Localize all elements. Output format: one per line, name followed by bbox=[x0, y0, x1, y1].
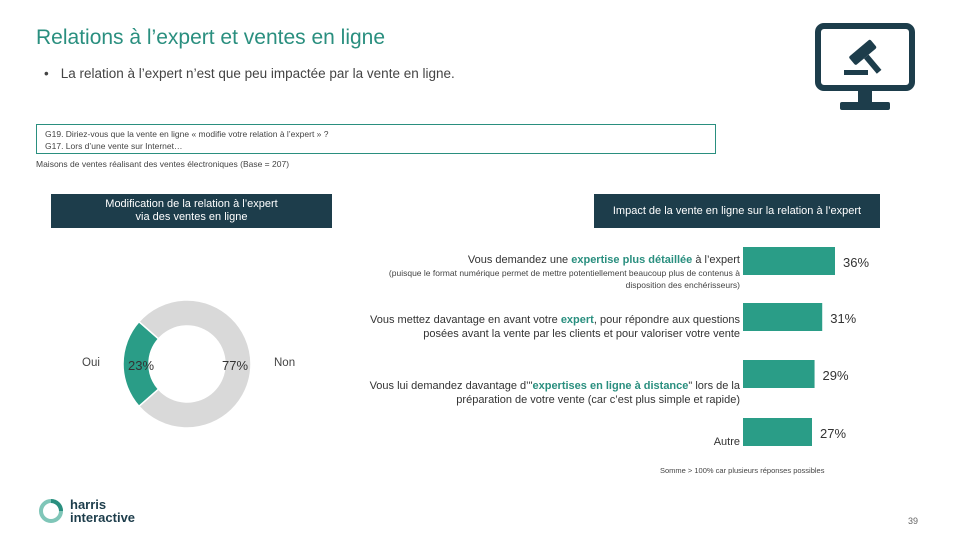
harris-logo: harris interactive bbox=[38, 498, 135, 524]
bar-label: Vous lui demandez davantage d’"expertise… bbox=[340, 379, 740, 407]
donut-slice-oui bbox=[122, 320, 160, 408]
bar-label: Vous mettez davantage en avant votre exp… bbox=[360, 313, 740, 341]
question-box: G19. Diriez-vous que la vente en ligne «… bbox=[36, 124, 716, 154]
bar-value-label: 27% bbox=[820, 426, 846, 441]
bar-label-text: " lors de la préparation de votre vente … bbox=[456, 380, 740, 406]
logo-line-2: interactive bbox=[70, 510, 136, 525]
legend-oui: Oui bbox=[82, 357, 100, 369]
bar-label: Vous demandez une expertise plus détaill… bbox=[360, 253, 740, 291]
question-line: G19. Diriez-vous que la vente en ligne «… bbox=[45, 129, 329, 139]
page-number: 39 bbox=[908, 516, 919, 526]
bar-label-sub: (puisque le format numérique permet de m… bbox=[388, 268, 740, 290]
bar bbox=[743, 418, 812, 446]
bullet-point: • La relation à l’expert n’est que peu i… bbox=[44, 66, 455, 81]
bar-label-text: Vous mettez davantage en avant votre bbox=[370, 314, 561, 326]
donut-slice-non bbox=[137, 299, 252, 429]
footnote: Somme > 100% car plusieurs réponses poss… bbox=[660, 466, 825, 475]
base-text: Maisons de ventes réalisant des ventes é… bbox=[36, 159, 290, 169]
left-header-line: Modification de la relation à l’expert bbox=[105, 198, 278, 210]
bullet-icon: • bbox=[44, 66, 49, 81]
right-chart-header: Impact de la vente en ligne sur la relat… bbox=[594, 194, 880, 228]
bar bbox=[743, 247, 835, 275]
bullet-text: La relation à l’expert n’est que peu imp… bbox=[60, 66, 455, 81]
bar-label-text: Autre bbox=[713, 436, 740, 448]
bar-label-text: , pour répondre aux questions posées ava… bbox=[423, 314, 740, 340]
bar-value-label: 36% bbox=[843, 255, 869, 270]
legend-non: Non bbox=[274, 357, 296, 369]
bar-value-label: 29% bbox=[823, 368, 849, 383]
bar-value-label: 31% bbox=[830, 311, 856, 326]
donut-value-label: 23% bbox=[128, 358, 154, 373]
question-line: G17. Lors d’une vente sur Internet… bbox=[45, 141, 183, 151]
bar-label-text: à l’expert bbox=[692, 254, 740, 266]
page-title: Relations à l’expert et ventes en ligne bbox=[36, 26, 386, 49]
bar-label-highlight: expertise plus détaillée bbox=[571, 254, 693, 266]
bar-label: Autre bbox=[360, 435, 740, 449]
donut-value-label: 77% bbox=[222, 358, 248, 373]
auction-monitor-icon bbox=[815, 23, 915, 110]
bar-label-text: Vous demandez une bbox=[467, 254, 572, 266]
bar bbox=[743, 360, 815, 388]
left-chart-header: Modification de la relation à l’expert v… bbox=[51, 194, 332, 228]
bar-label-text: Vous lui demandez davantage d’" bbox=[369, 380, 533, 392]
harris-logo-icon bbox=[39, 499, 63, 523]
bar-label-highlight: expertises en ligne à distance bbox=[532, 380, 689, 392]
logo-line-1: harris bbox=[70, 497, 107, 512]
bar bbox=[743, 303, 823, 331]
bar-label-highlight: expert bbox=[560, 314, 594, 326]
left-header-line: via des ventes en ligne bbox=[135, 211, 248, 223]
